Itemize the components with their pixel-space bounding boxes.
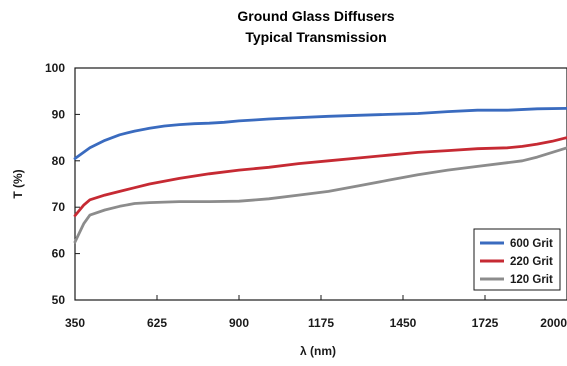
legend-label-220-grit: 220 Grit [510,256,553,268]
x-axis-ticks: 350 625 900 1175 1450 1725 2000 [65,295,567,330]
legend-label-120-grit: 120 Grit [510,274,553,286]
y-tick-label: 100 [45,61,65,75]
x-tick-label: 1450 [390,316,417,330]
chart-subtitle: Typical Transmission [245,29,386,45]
x-tick-label: 900 [229,316,249,330]
y-tick-label: 50 [52,293,66,307]
y-tick-label: 90 [52,107,66,121]
legend-label-600-grit: 600 Grit [510,238,553,250]
x-tick-label: 2000 [540,316,567,330]
x-tick-label: 350 [65,316,85,330]
chart-title: Ground Glass Diffusers [237,8,394,24]
y-axis-ticks: 50 60 70 80 90 100 [45,61,80,307]
x-tick-label: 625 [147,316,167,330]
series-lines [73,107,567,244]
series-line-220-grit [73,136,567,218]
series-line-120-grit [73,146,567,244]
x-axis-label: λ (nm) [300,344,336,358]
x-tick-label: 1725 [472,316,499,330]
y-tick-label: 70 [52,200,66,214]
x-tick-label: 1175 [308,316,334,330]
y-tick-label: 80 [52,154,66,168]
y-tick-label: 60 [52,247,66,261]
series-line-600-grit [73,107,567,160]
legend: 600 Grit 220 Grit 120 Grit [473,228,561,291]
y-axis-label: T (%) [11,169,25,198]
